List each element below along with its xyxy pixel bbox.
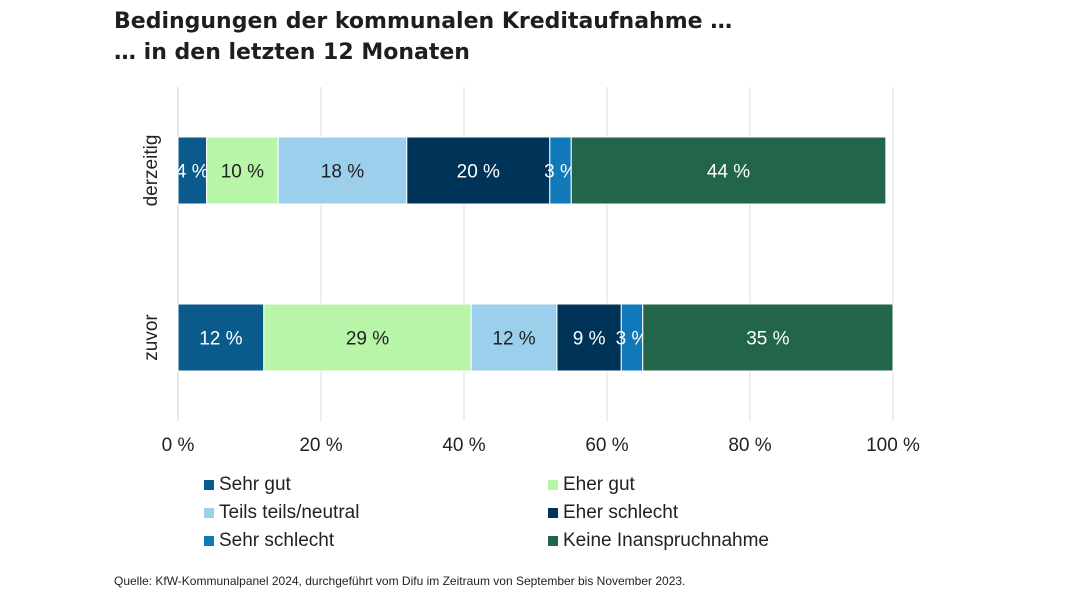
x-tick-label-100: 100 % xyxy=(866,435,920,456)
data-label-derzeitig-4: 3 % xyxy=(544,162,577,183)
bar-zuvor-teils-teils-neutral xyxy=(470,303,558,372)
chart-title: Bedingungen der kommunalen Kreditaufnahm… xyxy=(114,6,732,68)
data-label-derzeitig-0: 4 % xyxy=(176,162,209,183)
legend-label: Keine Inanspruchnahme xyxy=(563,530,769,551)
legend-item-eher-gut: Eher gut xyxy=(548,474,635,496)
bar-derzeitig-teils-teils-neutral xyxy=(277,136,408,205)
stacked-bar-chart: 0 % 20 % 40 % 60 % 80 % 100 % 4 % 10 % 18 % 20 % 3… xyxy=(141,87,920,456)
data-label-derzeitig-3: 20 % xyxy=(457,162,500,183)
bar-zuvor-eher-schlecht xyxy=(556,303,622,372)
data-label-zuvor-5: 35 % xyxy=(746,329,789,350)
legend-item-sehr-gut: Sehr gut xyxy=(204,474,291,496)
legend-item-keine-inanspruchnahme: Keine Inanspruchnahme xyxy=(548,530,769,552)
legend-item-sehr-schlecht: Sehr schlecht xyxy=(204,530,334,552)
legend-label: Teils teils/neutral xyxy=(219,502,360,523)
legend-label: Sehr gut xyxy=(219,474,291,495)
legend-swatch xyxy=(548,508,558,518)
data-label-derzeitig-1: 10 % xyxy=(221,162,264,183)
chart-title-line-1: Bedingungen der kommunalen Kreditaufnahm… xyxy=(114,9,733,34)
legend-swatch xyxy=(204,508,214,518)
chart-title-line-2: … in den letzten 12 Monaten xyxy=(114,40,470,65)
bar-derzeitig-eher-gut xyxy=(206,136,279,205)
legend-label: Sehr schlecht xyxy=(219,530,335,551)
legend-label: Eher schlecht xyxy=(563,502,679,523)
bar-zuvor-sehr-gut xyxy=(177,303,265,372)
bar-zuvor-keine-inanspruchnahme xyxy=(642,303,894,372)
data-label-zuvor-3: 9 % xyxy=(573,329,606,350)
data-label-zuvor-4: 3 % xyxy=(616,329,649,350)
bar-derzeitig-keine-inanspruchnahme xyxy=(570,136,887,205)
bar-zuvor-eher-gut xyxy=(263,303,472,372)
legend-item-teils-teils-neutral: Teils teils/neutral xyxy=(204,502,359,524)
category-label-zuvor: zuvor xyxy=(141,314,162,361)
x-tick-label-80: 80 % xyxy=(728,435,771,456)
source-note: Quelle: KfW-Kommunalpanel 2024, durchgef… xyxy=(114,574,686,588)
legend-swatch xyxy=(548,480,558,490)
x-tick-label-20: 20 % xyxy=(299,435,342,456)
x-tick-label-60: 60 % xyxy=(585,435,628,456)
bar-derzeitig-eher-schlecht xyxy=(406,136,551,205)
legend-label: Eher gut xyxy=(563,474,635,495)
legend-swatch xyxy=(204,480,214,490)
legend-swatch xyxy=(548,536,558,546)
data-label-zuvor-1: 29 % xyxy=(346,329,389,350)
data-label-derzeitig-5: 44 % xyxy=(707,162,750,183)
legend-swatch xyxy=(204,536,214,546)
x-tick-label-40: 40 % xyxy=(442,435,485,456)
category-label-derzeitig: derzeitig xyxy=(141,135,162,207)
data-label-zuvor-0: 12 % xyxy=(199,329,242,350)
data-label-derzeitig-2: 18 % xyxy=(321,162,364,183)
x-tick-label-0: 0 % xyxy=(162,435,195,456)
data-label-zuvor-2: 12 % xyxy=(492,329,535,350)
legend-item-eher-schlecht: Eher schlecht xyxy=(548,502,678,524)
